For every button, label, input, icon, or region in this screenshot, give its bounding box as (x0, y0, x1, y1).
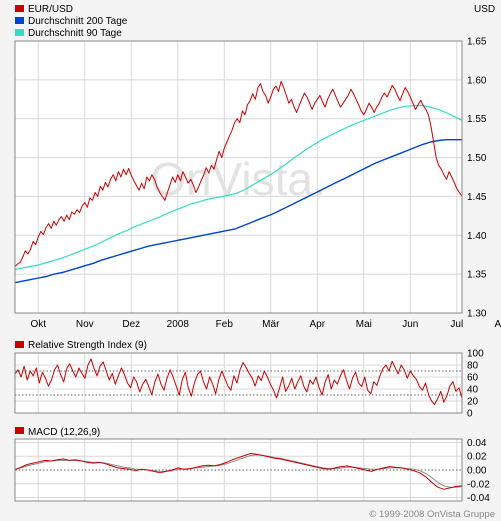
y-tick-label-2: 1.40 (467, 231, 487, 242)
plot-border (14, 438, 463, 502)
y-tick-label-0: 1.30 (467, 309, 487, 320)
x-tick-label-0: Okt (30, 319, 46, 330)
y-tick-label-1: 1.35 (467, 270, 487, 281)
rsi-y-tick-label-1: 20 (467, 397, 479, 408)
rsi-legend: Relative Strength Index (9) (15, 340, 147, 351)
macd-legend: MACD (12,26,9) (15, 427, 100, 438)
macd-y-tick-label-2: 0.00 (467, 466, 487, 477)
series-line-rsi (14, 358, 463, 406)
rsi-y-tick-label-0: 0 (467, 409, 473, 420)
legend-label-ma90: Durchschnitt 90 Tage (28, 28, 122, 39)
legend-label-macd: MACD (12,26,9) (28, 427, 100, 438)
series-line-ma200 (14, 139, 462, 284)
price-panel: 1.30 1.35 1.40 1.45 1.50 1.55 1.60 1.65 Okt Nov De… (14, 37, 501, 330)
x-tick-label-7: Mai (356, 319, 372, 330)
main-legend: EUR/USD Durchschnitt 200 Tage Durchschni… (15, 4, 128, 39)
macd-y-tick-label-1: 0.02 (467, 452, 487, 463)
series-line-ma90 (14, 104, 463, 271)
plot-border (14, 40, 463, 314)
x-tick-label-6: Apr (310, 319, 326, 330)
x-tick-label-1: Nov (76, 319, 94, 330)
currency-unit-label: USD (474, 4, 495, 15)
copyright-notice: © 1999-2008 OnVista Gruppe (369, 509, 495, 520)
legend-swatch-macd (15, 427, 24, 434)
macd-y-tick-label-4: -0.04 (467, 493, 490, 504)
y-tick-label-3: 1.45 (467, 192, 487, 203)
x-tick-label-9: Jul (450, 319, 463, 330)
legend-label-ma200: Durchschnitt 200 Tage (28, 16, 128, 27)
x-tick-label-2: Dez (122, 319, 140, 330)
macd-panel: 0.04 0.02 0.00 -0.02 -0.04 (14, 438, 490, 504)
legend-swatch-ma200 (15, 17, 24, 24)
rsi-y-tick-label-4: 80 (467, 361, 479, 372)
plot-border (14, 352, 463, 414)
legend-label-rsi: Relative Strength Index (9) (28, 340, 147, 351)
plot-area (15, 41, 462, 313)
x-tick-label-8: Jun (402, 319, 418, 330)
y-tick-label-6: 1.60 (467, 75, 487, 86)
plot-area (15, 353, 462, 413)
series-line-signal (14, 454, 463, 488)
x-tick-label-4: Feb (216, 319, 234, 330)
legend-swatch-ma90 (15, 29, 24, 36)
series-line-eurusd (14, 80, 463, 267)
y-tick-label-5: 1.55 (467, 114, 487, 125)
x-tick-label-10: Aug (494, 319, 501, 330)
legend-swatch-eurusd (15, 5, 24, 12)
x-tick-label-5: Mär (262, 319, 280, 330)
series-line-macd (14, 453, 463, 490)
rsi-y-tick-label-3: 60 (467, 373, 479, 384)
y-tick-label-7: 1.65 (467, 37, 487, 48)
legend-label-eurusd: EUR/USD (28, 4, 73, 15)
macd-y-tick-label-3: -0.02 (467, 479, 490, 490)
rsi-y-tick-label-2: 40 (467, 385, 479, 396)
y-tick-label-4: 1.50 (467, 153, 487, 164)
rsi-y-tick-label-5: 100 (467, 349, 484, 360)
x-tick-label-3: 2008 (167, 319, 190, 330)
legend-swatch-rsi (15, 341, 24, 348)
macd-y-tick-label-0: 0.04 (467, 438, 487, 449)
